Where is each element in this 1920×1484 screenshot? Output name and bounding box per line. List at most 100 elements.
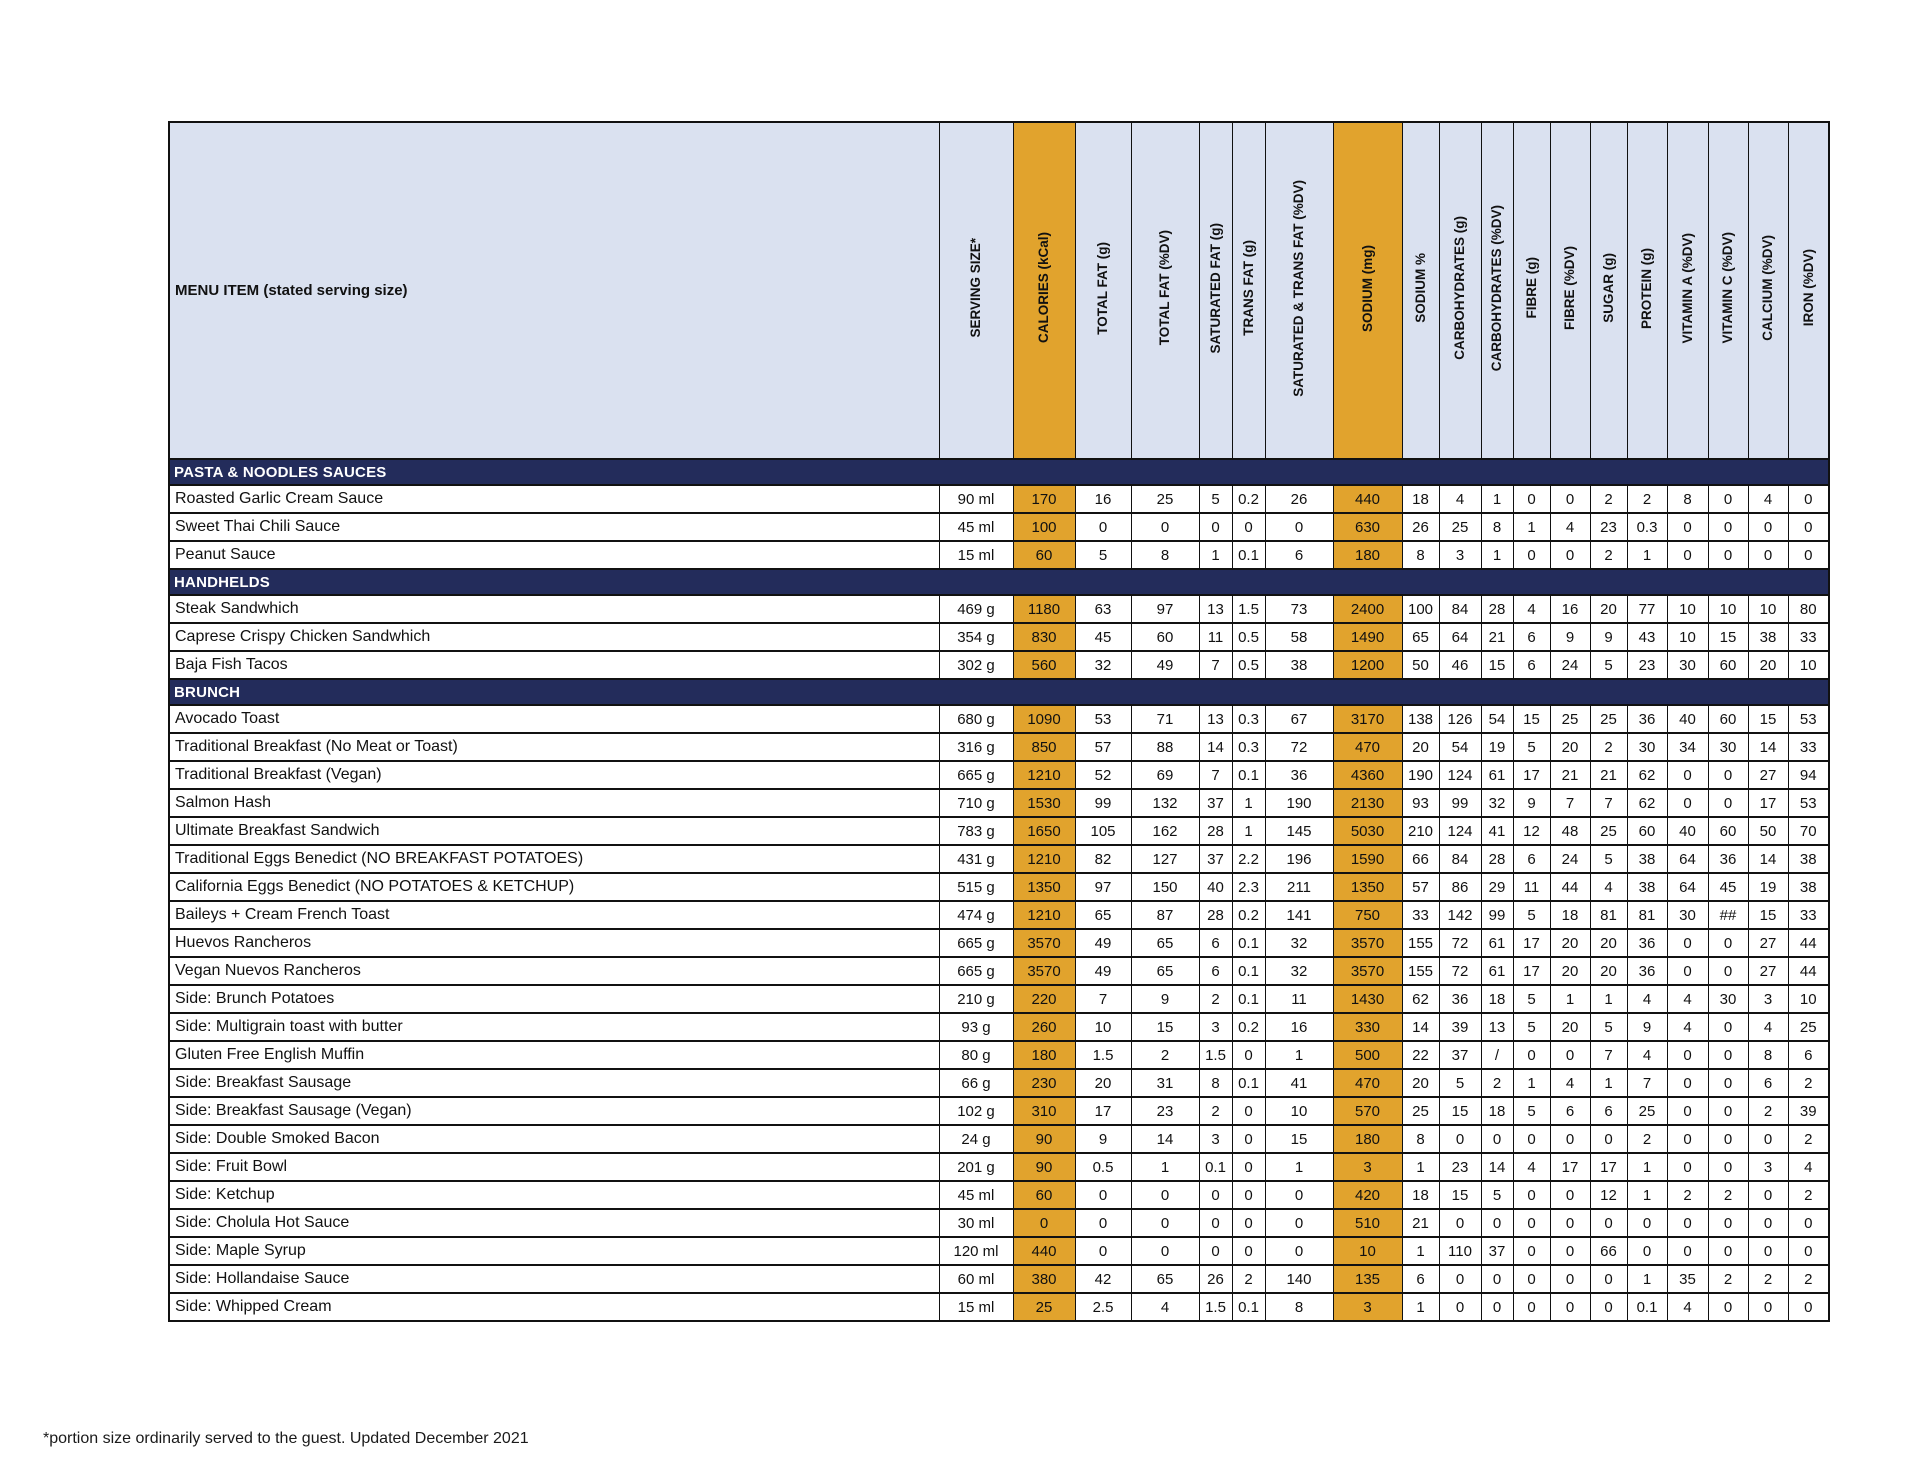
menu-item-cell: Side: Breakfast Sausage bbox=[168, 1069, 940, 1097]
menu-item-cell: Traditional Breakfast (No Meat or Toast) bbox=[168, 733, 940, 761]
menu-row: Baja Fish Tacos 302 g 560 32 49 7 0.5 38 1200 50 4… bbox=[168, 651, 1830, 679]
value-cell: 27 bbox=[1747, 957, 1789, 985]
value-cell: 36 bbox=[1626, 957, 1668, 985]
value-cell: 2 bbox=[1589, 541, 1628, 569]
value-cell: 120 ml bbox=[938, 1237, 1014, 1265]
value-cell: 10 bbox=[1747, 595, 1789, 623]
value-cell: 13 bbox=[1198, 705, 1233, 733]
value-cell: 93 bbox=[1401, 789, 1440, 817]
value-cell: 4 bbox=[1512, 595, 1551, 623]
column-header-2: CALORIES (kCal) bbox=[1012, 122, 1076, 460]
value-cell: 6 bbox=[1264, 541, 1334, 569]
value-cell: 36 bbox=[1626, 929, 1668, 957]
value-cell: 90 bbox=[1012, 1153, 1076, 1181]
menu-item-cell: Gluten Free English Muffin bbox=[168, 1041, 940, 1069]
value-cell: 710 g bbox=[938, 789, 1014, 817]
value-cell: 330 bbox=[1332, 1013, 1403, 1041]
value-cell: 1.5 bbox=[1074, 1041, 1132, 1069]
value-cell: 0 bbox=[1707, 789, 1749, 817]
value-cell: 0 bbox=[1747, 1293, 1789, 1321]
value-cell: 1 bbox=[1401, 1153, 1440, 1181]
value-cell: 60 bbox=[1707, 817, 1749, 845]
value-cell: 5 bbox=[1589, 1013, 1628, 1041]
value-cell: 45 bbox=[1074, 623, 1132, 651]
value-cell: 5 bbox=[1589, 651, 1628, 679]
value-cell: 0.2 bbox=[1231, 901, 1266, 929]
column-header-6: TRANS FAT (g) bbox=[1231, 122, 1266, 460]
value-cell: 0 bbox=[1666, 1097, 1709, 1125]
menu-item-cell: Baja Fish Tacos bbox=[168, 651, 940, 679]
menu-item-cell: Traditional Breakfast (Vegan) bbox=[168, 761, 940, 789]
value-cell: 66 bbox=[1401, 845, 1440, 873]
value-cell: 84 bbox=[1438, 595, 1482, 623]
value-cell: 11 bbox=[1264, 985, 1334, 1013]
value-cell: 20 bbox=[1589, 929, 1628, 957]
value-cell: 6 bbox=[1512, 845, 1551, 873]
menu-item-cell: Side: Maple Syrup bbox=[168, 1237, 940, 1265]
value-cell: 1 bbox=[1231, 789, 1266, 817]
value-cell: 20 bbox=[1549, 957, 1591, 985]
menu-row: Vegan Nuevos Rancheros 665 g 3570 49 65 6 0.1 3… bbox=[168, 957, 1830, 985]
value-cell: 1 bbox=[1480, 485, 1514, 513]
value-cell: 0 bbox=[1549, 1265, 1591, 1293]
menu-row: Traditional Breakfast (No Meat or Toast)… bbox=[168, 733, 1830, 761]
value-cell: 0.1 bbox=[1231, 929, 1266, 957]
value-cell: 72 bbox=[1438, 929, 1482, 957]
value-cell: 0.5 bbox=[1074, 1153, 1132, 1181]
value-cell: 110 bbox=[1438, 1237, 1482, 1265]
value-cell: 0 bbox=[1707, 957, 1749, 985]
value-cell: 62 bbox=[1626, 789, 1668, 817]
value-cell: 20 bbox=[1589, 957, 1628, 985]
value-cell: 0 bbox=[1707, 1041, 1749, 1069]
value-cell: 0 bbox=[1198, 1237, 1233, 1265]
value-cell: 0 bbox=[1787, 1209, 1830, 1237]
value-cell: 25 bbox=[1589, 817, 1628, 845]
value-cell: 0 bbox=[1549, 1209, 1591, 1237]
value-cell: 6 bbox=[1589, 1097, 1628, 1125]
value-cell: 7 bbox=[1074, 985, 1132, 1013]
value-cell: 8 bbox=[1747, 1041, 1789, 1069]
column-header-10: CARBOHYDRATES (g) bbox=[1438, 122, 1482, 460]
value-cell: 2130 bbox=[1332, 789, 1403, 817]
column-header-label: SODIUM (mg) bbox=[1359, 244, 1375, 332]
value-cell: 830 bbox=[1012, 623, 1076, 651]
value-cell: 0 bbox=[1480, 1209, 1514, 1237]
value-cell: 5 bbox=[1438, 1069, 1482, 1097]
column-header-16: VITAMIN A (%DV) bbox=[1666, 122, 1709, 460]
value-cell: 40 bbox=[1666, 817, 1709, 845]
value-cell: 0 bbox=[1231, 1041, 1266, 1069]
value-cell: 10 bbox=[1666, 623, 1709, 651]
value-cell: 15 bbox=[1747, 901, 1789, 929]
value-cell: 22 bbox=[1401, 1041, 1440, 1069]
value-cell: 0 bbox=[1589, 1125, 1628, 1153]
value-cell: 9 bbox=[1074, 1125, 1132, 1153]
value-cell: 0 bbox=[1130, 1237, 1200, 1265]
menu-row: Caprese Crispy Chicken Sandwhich 354 g 830… bbox=[168, 623, 1830, 651]
value-cell: 0 bbox=[1074, 1209, 1132, 1237]
value-cell: 0 bbox=[1512, 1265, 1551, 1293]
value-cell: 665 g bbox=[938, 929, 1014, 957]
value-cell: 1 bbox=[1589, 1069, 1628, 1097]
value-cell: 0 bbox=[1512, 1181, 1551, 1209]
value-cell: 0 bbox=[1589, 1265, 1628, 1293]
value-cell: 28 bbox=[1198, 901, 1233, 929]
value-cell: 0 bbox=[1666, 541, 1709, 569]
value-cell: 2 bbox=[1666, 1181, 1709, 1209]
value-cell: 80 g bbox=[938, 1041, 1014, 1069]
value-cell: 20 bbox=[1074, 1069, 1132, 1097]
column-header-label: FIBRE (g) bbox=[1523, 257, 1539, 319]
value-cell: 32 bbox=[1480, 789, 1514, 817]
value-cell: 0 bbox=[1074, 1237, 1132, 1265]
value-cell: 210 g bbox=[938, 985, 1014, 1013]
nutrition-table: MENU ITEM (stated serving size) SERVING … bbox=[168, 121, 1830, 1322]
value-cell: 0 bbox=[1231, 1125, 1266, 1153]
value-cell: 470 bbox=[1332, 733, 1403, 761]
value-cell: 220 bbox=[1012, 985, 1076, 1013]
column-header-label: CARBOHYDRATES (%DV) bbox=[1489, 204, 1505, 372]
value-cell: 0 bbox=[1707, 1125, 1749, 1153]
value-cell: 14 bbox=[1401, 1013, 1440, 1041]
value-cell: 61 bbox=[1480, 929, 1514, 957]
value-cell: 3 bbox=[1332, 1153, 1403, 1181]
value-cell: 30 bbox=[1626, 733, 1668, 761]
value-cell: 2 bbox=[1787, 1125, 1830, 1153]
